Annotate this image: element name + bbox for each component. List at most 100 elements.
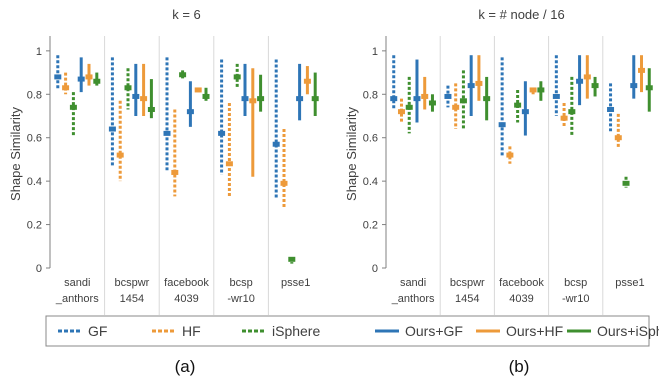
median-marker bbox=[506, 152, 514, 158]
median-marker bbox=[186, 109, 194, 115]
y-tick-label: 0.6 bbox=[363, 133, 378, 145]
median-marker bbox=[498, 122, 506, 128]
chart-panels: k = 6 Shape Similarity 0 0.2 0.4 0.6 0.8 1 sandi… bbox=[8, 7, 653, 315]
median-marker bbox=[645, 85, 653, 91]
x-tick-label: -wr10 bbox=[562, 293, 590, 305]
median-marker bbox=[311, 96, 319, 102]
median-marker bbox=[272, 141, 280, 147]
x-tick-label: psse1 bbox=[281, 277, 310, 289]
median-marker bbox=[576, 78, 584, 84]
median-marker bbox=[413, 96, 421, 102]
x-tick-label: 4039 bbox=[174, 293, 198, 305]
median-marker bbox=[116, 152, 124, 158]
median-marker bbox=[233, 74, 241, 80]
median-marker bbox=[85, 74, 93, 80]
median-marker bbox=[108, 126, 116, 132]
legend-box bbox=[45, 315, 650, 347]
median-marker bbox=[194, 87, 202, 93]
median-marker bbox=[607, 106, 615, 112]
x-tick-label: 1454 bbox=[455, 293, 479, 305]
median-marker bbox=[93, 78, 101, 84]
legend-label: iSphere bbox=[272, 323, 320, 339]
median-marker bbox=[638, 67, 646, 73]
panel-label-b: (b) bbox=[509, 357, 530, 376]
y-tick-label: 1 bbox=[372, 46, 378, 58]
median-marker bbox=[171, 169, 179, 175]
median-marker bbox=[54, 74, 62, 80]
x-tick-label: sandi bbox=[400, 277, 426, 289]
x-tick-label: _anthors bbox=[391, 293, 435, 305]
median-marker bbox=[202, 93, 210, 99]
median-marker bbox=[467, 83, 475, 89]
median-marker bbox=[69, 104, 77, 110]
median-marker bbox=[444, 93, 452, 99]
median-marker bbox=[552, 93, 560, 99]
x-tick-label: psse1 bbox=[615, 277, 644, 289]
y-axis-label: Shape Similarity bbox=[344, 107, 359, 201]
median-marker bbox=[140, 96, 148, 102]
median-marker bbox=[630, 83, 638, 89]
median-marker bbox=[452, 104, 460, 110]
chart-title: k = # node / 16 bbox=[478, 7, 564, 22]
x-tick-label: facebook bbox=[164, 277, 209, 289]
median-marker bbox=[249, 98, 257, 104]
median-marker bbox=[614, 135, 622, 141]
y-axis-label: Shape Similarity bbox=[8, 107, 23, 201]
median-marker bbox=[179, 72, 187, 78]
x-tick-label: 1454 bbox=[120, 293, 144, 305]
median-marker bbox=[459, 98, 467, 104]
median-marker bbox=[132, 93, 140, 99]
legend: GF HF iSphere Ours+GF Ours+HF Ours+iSphere bbox=[45, 315, 659, 347]
chart-panel-b: k = # node / 16 Shape Similarity 0 0.2 0.4 0.… bbox=[344, 7, 653, 315]
y-tick-label: 0.8 bbox=[27, 89, 42, 101]
median-marker bbox=[583, 74, 591, 80]
median-marker bbox=[163, 130, 171, 136]
median-marker bbox=[560, 115, 568, 121]
panel-label-a: (a) bbox=[175, 357, 196, 376]
median-marker bbox=[288, 256, 296, 262]
x-tick-label: facebook bbox=[499, 277, 544, 289]
legend-label: Ours+GF bbox=[405, 323, 463, 339]
median-marker bbox=[225, 161, 233, 167]
median-marker bbox=[218, 130, 226, 136]
legend-label: GF bbox=[88, 323, 107, 339]
median-marker bbox=[241, 96, 249, 102]
y-tick-label: 0 bbox=[36, 263, 42, 275]
median-marker bbox=[421, 93, 429, 99]
median-marker bbox=[77, 76, 85, 82]
median-marker bbox=[529, 87, 537, 93]
median-marker bbox=[390, 96, 398, 102]
y-tick-label: 0.2 bbox=[363, 220, 378, 232]
chart-title: k = 6 bbox=[172, 7, 201, 22]
median-marker bbox=[257, 96, 265, 102]
chart-panel-a: k = 6 Shape Similarity 0 0.2 0.4 0.6 0.8 1 sandi… bbox=[8, 7, 319, 315]
y-tick-label: 0.6 bbox=[27, 133, 42, 145]
y-tick-label: 1 bbox=[36, 46, 42, 58]
x-tick-label: -wr10 bbox=[227, 293, 255, 305]
median-marker bbox=[280, 180, 288, 186]
median-marker bbox=[622, 180, 630, 186]
x-tick-label: bcspwr bbox=[114, 277, 149, 289]
median-marker bbox=[483, 96, 491, 102]
legend-label: Ours+iSphere bbox=[597, 323, 659, 339]
x-tick-label: bcspwr bbox=[450, 277, 485, 289]
median-marker bbox=[521, 109, 529, 115]
median-marker bbox=[397, 109, 405, 115]
median-marker bbox=[303, 78, 311, 84]
median-marker bbox=[296, 96, 304, 102]
median-marker bbox=[591, 83, 599, 89]
median-marker bbox=[537, 87, 545, 93]
y-tick-label: 0.2 bbox=[27, 220, 42, 232]
median-marker bbox=[475, 80, 483, 86]
median-marker bbox=[428, 100, 436, 106]
y-tick-label: 0 bbox=[372, 263, 378, 275]
x-tick-label: _anthors bbox=[55, 293, 99, 305]
x-tick-label: bcsp bbox=[564, 277, 587, 289]
legend-label: HF bbox=[182, 323, 201, 339]
median-marker bbox=[405, 104, 413, 110]
median-marker bbox=[124, 85, 132, 91]
y-tick-label: 0.8 bbox=[363, 89, 378, 101]
legend-label: Ours+HF bbox=[506, 323, 563, 339]
x-tick-label: sandi bbox=[64, 277, 90, 289]
